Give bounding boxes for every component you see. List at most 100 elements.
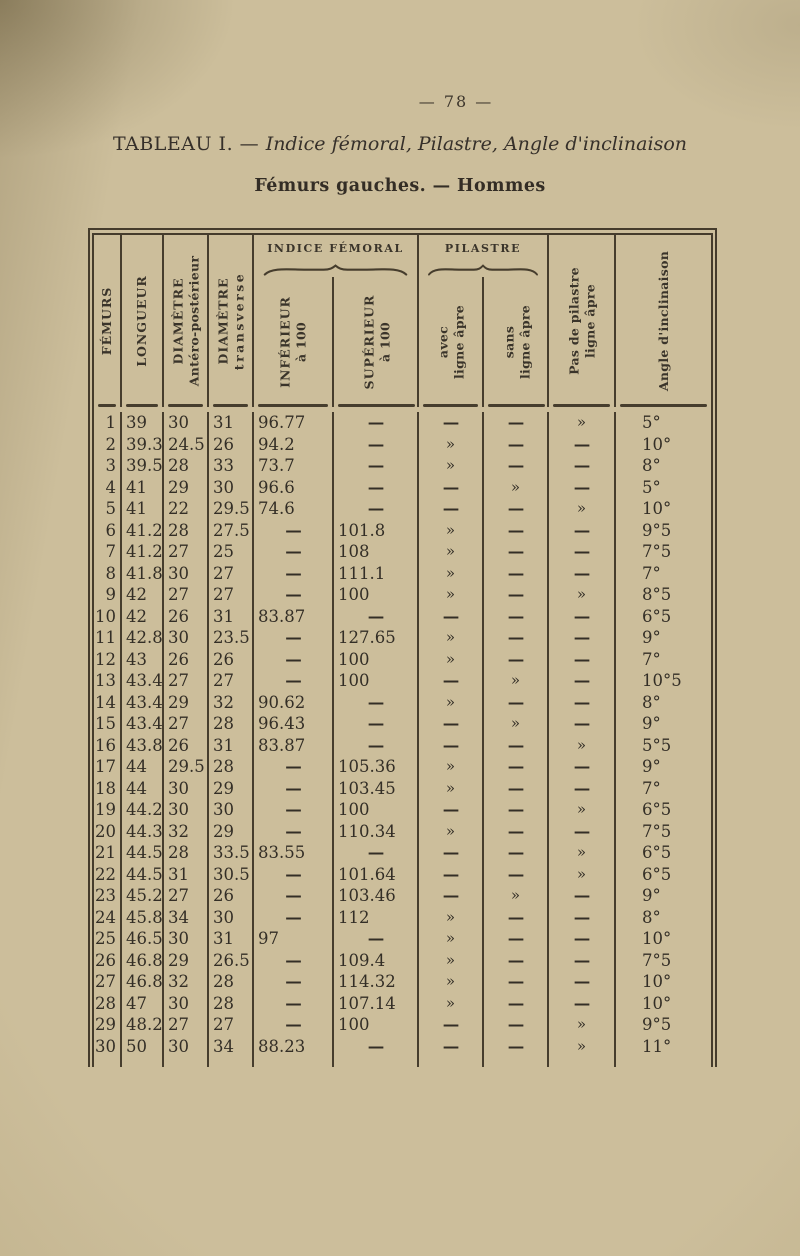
table-cell: 96.6: [254, 476, 334, 498]
table-cell: 7°5: [642, 542, 672, 561]
table-body: 1 39 30 31 96.77— — —» 5° 2 39.3 24.5 26 94.2—» — —10°…: [94, 412, 711, 1067]
table-cell: 32: [164, 971, 209, 993]
table-cell: 74.6: [254, 498, 334, 520]
table-title-label: TABLEAU I. —: [112, 133, 266, 155]
table-row: 1 39 30 31 96.77— — —» 5°: [94, 412, 711, 434]
table-cell: 42: [122, 584, 164, 606]
table-cell: 29: [94, 1014, 122, 1036]
table-cell: 23: [94, 885, 122, 907]
table-cell: 23.5: [209, 627, 254, 649]
table-cell: —: [254, 885, 334, 907]
table-cell: 41: [122, 498, 164, 520]
table-cell: —: [549, 519, 616, 541]
table-cell: —: [484, 584, 549, 606]
table-cell: 39.5: [122, 455, 164, 477]
table-cell: —: [334, 713, 419, 735]
table-cell: —: [254, 519, 334, 541]
table-row: 17 44 29.5 28—105.36» — —9°: [94, 756, 711, 778]
table-cell: —: [549, 541, 616, 563]
table-cell: »: [484, 713, 549, 735]
column-header-avec-ligne-apre: avec ligne âpre: [419, 277, 484, 407]
table-cell: 27: [209, 670, 254, 692]
table-cell: 30: [94, 1035, 122, 1057]
table-cell: 26: [164, 605, 209, 627]
table-cell: —: [549, 928, 616, 950]
table-title: TABLEAU I. — Indice fémoral, Pilastre, A…: [0, 133, 800, 155]
table-cell: —: [484, 928, 549, 950]
table-row: 26 46.8 29 26.5—109.4» — —7°5: [94, 949, 711, 971]
table-cell: —: [484, 820, 549, 842]
table-cell: 48.2: [122, 1014, 164, 1036]
table-cell: 27: [164, 1014, 209, 1036]
table-cell: 27: [209, 562, 254, 584]
table-cell: 9°: [642, 714, 661, 733]
column-header-diametre-antero-posterieur: DIAMÈTRE Antéro-postérieur: [164, 235, 209, 407]
table-cell: —: [254, 541, 334, 563]
table-cell: 12: [94, 648, 122, 670]
table-cell: 33: [209, 455, 254, 477]
table-cell: —: [549, 476, 616, 498]
table-cell: —: [484, 433, 549, 455]
table-cell: 25: [94, 928, 122, 950]
table-cell: 31: [209, 605, 254, 627]
table-row: 24 45.8 34 30—112» — —8°: [94, 906, 711, 928]
table-cell: 28: [164, 455, 209, 477]
table-cell: 30: [164, 928, 209, 950]
table-cell: —: [419, 1035, 484, 1057]
table-cell: 7°5: [642, 821, 672, 841]
page-number: — 78 —: [418, 92, 494, 111]
table-cell: »: [419, 455, 484, 477]
table-cell: —: [334, 433, 419, 455]
table-cell: 30: [164, 992, 209, 1014]
table-cell: »: [419, 584, 484, 606]
table-cell: 30: [164, 799, 209, 821]
table-cell: »: [549, 584, 616, 606]
table-cell: —: [254, 971, 334, 993]
data-table: FÉMURS LONGUEUR DIAMÈTRE Antéro-postérie…: [88, 228, 717, 1067]
table-cell: 14: [94, 691, 122, 713]
table-row: 18 44 30 29—103.45» — —7°: [94, 777, 711, 799]
table-cell: 26.5: [209, 949, 254, 971]
column-header-femurs-label: FÉMURS: [99, 286, 115, 356]
table-cell: »: [419, 648, 484, 670]
table-cell: »: [419, 820, 484, 842]
table-cell: 4: [94, 476, 122, 498]
column-header-femurs: FÉMURS: [94, 235, 122, 407]
table-cell: 5°5: [642, 735, 672, 755]
table-cell: 29.5: [164, 756, 209, 778]
table-cell: 6°5: [642, 843, 672, 862]
table-cell: —: [419, 412, 484, 434]
table-cell: »: [484, 670, 549, 692]
table-cell: —: [419, 799, 484, 821]
table-cell: 7°: [642, 563, 661, 583]
table-cell: 20: [94, 820, 122, 842]
table-cell: 9°5: [642, 1015, 672, 1034]
table-cell: —: [334, 734, 419, 756]
table-cell: 10°5: [642, 671, 682, 690]
table-cell: —: [549, 670, 616, 692]
table-cell: 24.5: [164, 433, 209, 455]
table-cell: 30: [164, 1035, 209, 1057]
table-cell: 101.8: [334, 519, 419, 541]
table-cell: —: [334, 476, 419, 498]
table-cell: 83.87: [254, 734, 334, 756]
table-cell: —: [484, 562, 549, 584]
table-cell: 11°: [642, 1036, 672, 1056]
table-cell: 83.87: [254, 605, 334, 627]
table-cell: 32: [209, 691, 254, 713]
table-cell: —: [334, 928, 419, 950]
table-cell: 9: [94, 584, 122, 606]
line-stub: [616, 1057, 711, 1067]
table-cell: —: [484, 863, 549, 885]
table-cell: 96.43: [254, 713, 334, 735]
table-row: 25 46.5 30 31 97—» — —10°: [94, 928, 711, 950]
table-cell: —: [254, 799, 334, 821]
table-cell: —: [254, 627, 334, 649]
table-cell: 10: [94, 605, 122, 627]
table-cell: 34: [164, 906, 209, 928]
line-stub: [484, 1057, 549, 1067]
table-cell: »: [419, 777, 484, 799]
table-cell: —: [484, 992, 549, 1014]
table-cell: 15: [94, 713, 122, 735]
table-cell: 47: [122, 992, 164, 1014]
